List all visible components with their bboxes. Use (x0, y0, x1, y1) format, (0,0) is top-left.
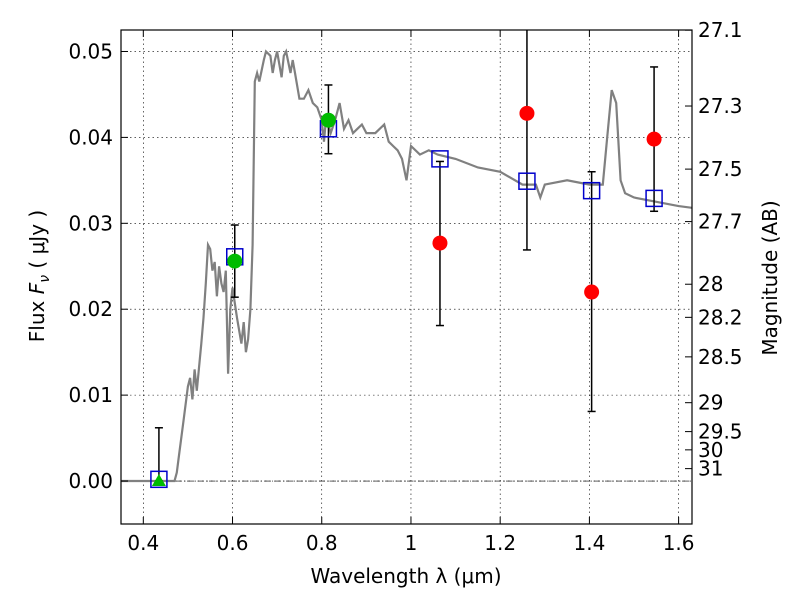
x-tick-label: 1.6 (663, 531, 695, 555)
observed-flux-point (584, 284, 600, 300)
x-axis-label: Wavelength λ (μm) (310, 564, 501, 588)
model-square-marker (518, 172, 536, 190)
y-tick-label: 0.02 (68, 297, 113, 321)
mag-tick-label: 31 (698, 457, 723, 481)
observed-flux-point (519, 105, 535, 121)
x-tick-label: 1.4 (573, 531, 605, 555)
observed-flux-point (432, 235, 448, 251)
y-axis-label-subscript: ν (37, 275, 53, 283)
observed-flux-point (646, 131, 662, 147)
mag-tick-label: 28.5 (698, 345, 743, 369)
x-tick-label: 1 (405, 531, 418, 555)
mag-tick-label: 27.1 (698, 18, 743, 42)
model-square-marker (645, 189, 663, 208)
x-tick-label: 0.6 (217, 531, 249, 555)
observed-flux-point (227, 253, 243, 269)
model-square-marker (150, 470, 168, 489)
y-axis-label: Flux Fν ( μJy ) (25, 210, 53, 342)
y-axis-label-symbol: F (25, 282, 49, 294)
mag-tick-label: 27.7 (698, 210, 743, 234)
model-square-marker (582, 181, 601, 200)
mag-tick-label: 28 (698, 272, 723, 296)
y-tick-label: 0.01 (68, 383, 113, 407)
grid-lines (121, 30, 692, 524)
y-tick-label: 0.00 (68, 469, 113, 493)
tick-labels: 0.4 0.6 0.8 1 1.2 1.4 1.6 0.00 0.01 0.02 0.03 0.04 0… (68, 18, 742, 555)
mag-tick-label: 29.5 (698, 420, 743, 444)
plot-frame (120, 29, 693, 525)
x-tick-label: 1.2 (484, 531, 516, 555)
mag-tick-label: 27.5 (698, 157, 743, 181)
mag-tick-label: 28.2 (698, 305, 743, 329)
y2-axis-label: Magnitude (AB) (758, 200, 782, 355)
model-spectrum-line (121, 48, 692, 483)
mag-tick-label: 27.3 (698, 94, 743, 118)
tick-marks (121, 29, 692, 524)
x-tick-label: 0.8 (306, 531, 338, 555)
series-layer (121, 30, 692, 489)
mag-tick-label: 30 (698, 438, 723, 462)
upper-limit-triangle (151, 474, 166, 487)
model-square-marker (431, 150, 449, 168)
y-axis-label-after: ( μJy ) (25, 210, 49, 275)
x-tick-label: 0.4 (127, 531, 159, 555)
y-tick-label: 0.05 (68, 39, 113, 63)
mag-tick-label: 29 (698, 391, 723, 415)
y-tick-label: 0.03 (68, 211, 113, 235)
y-axis-label-before: Flux (25, 294, 49, 342)
observed-flux-point (320, 112, 336, 128)
y-tick-label: 0.04 (68, 125, 113, 149)
